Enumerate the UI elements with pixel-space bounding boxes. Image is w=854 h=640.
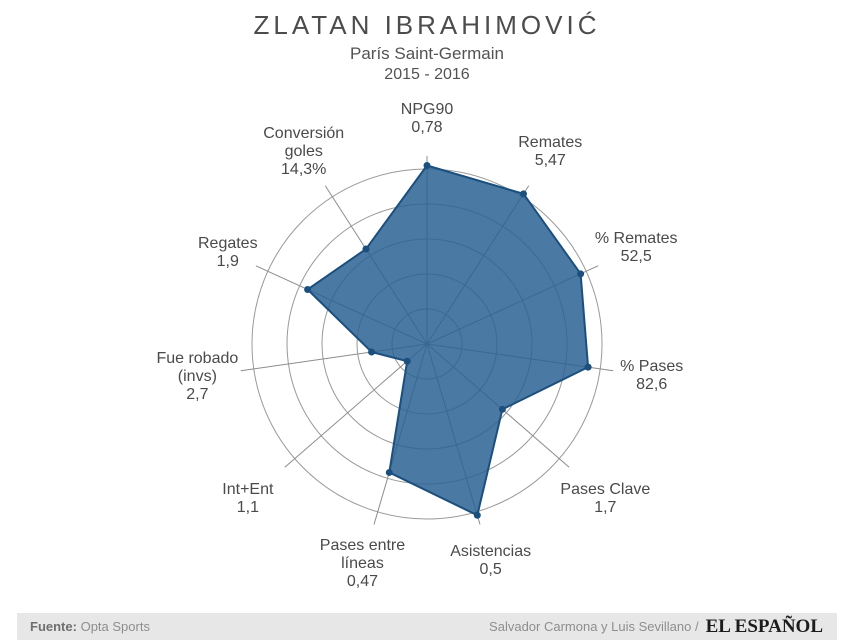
- data-point: [304, 285, 312, 293]
- author-credit: Salvador Carmona y Luis Sevillano / EL E…: [489, 617, 837, 636]
- header: ZLATAN IBRAHIMOVIĆ París Saint-Germain 2…: [0, 10, 854, 85]
- data-point: [385, 468, 393, 476]
- data-point: [584, 363, 592, 371]
- season-label: 2015 - 2016: [384, 66, 470, 83]
- data-point: [362, 245, 370, 253]
- axis-spoke: [284, 343, 428, 468]
- source-label: Fuente:: [30, 619, 77, 634]
- footer-bar: Fuente: Opta Sports Salvador Carmona y L…: [17, 613, 837, 640]
- el-espanol-logo: EL ESPAÑOL: [705, 616, 823, 637]
- data-point: [498, 405, 506, 413]
- data-point: [520, 190, 528, 198]
- page-title: ZLATAN IBRAHIMOVIĆ: [253, 10, 601, 40]
- club-subtitle: París Saint-Germain: [350, 44, 504, 63]
- data-point: [473, 511, 481, 519]
- data-polygon: [306, 164, 590, 517]
- authors-text: Salvador Carmona y Luis Sevillano /: [489, 619, 699, 634]
- source-credit: Fuente: Opta Sports: [17, 619, 150, 634]
- data-point: [423, 162, 431, 169]
- data-point: [577, 270, 585, 278]
- data-point: [368, 348, 376, 356]
- source-name: Opta Sports: [80, 619, 150, 634]
- data-point: [403, 357, 411, 365]
